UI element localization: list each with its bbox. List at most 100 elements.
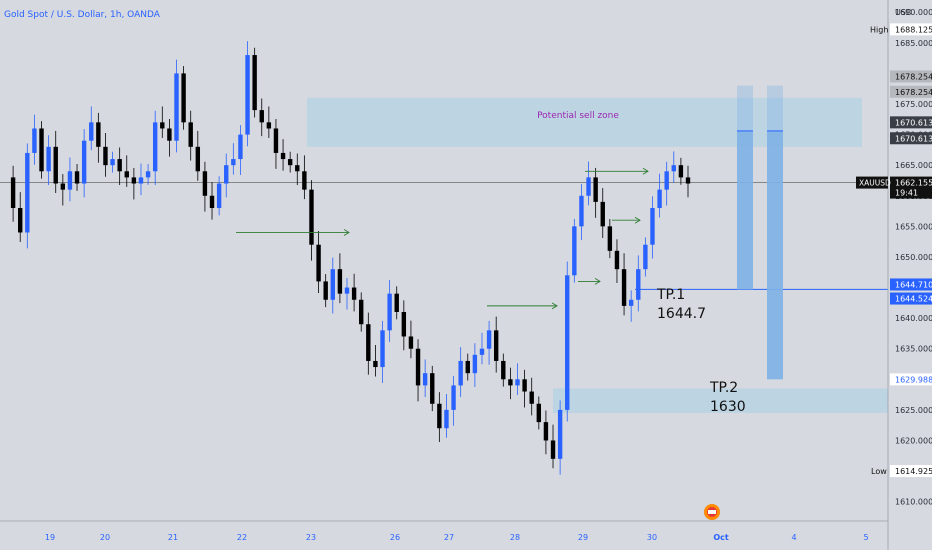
- candle: [373, 345, 378, 377]
- candle: [181, 66, 186, 130]
- candle: [408, 320, 414, 359]
- level-b-box-bg: [890, 85, 932, 98]
- arrow-annotation: [612, 216, 641, 224]
- level-b-box-text: 1678.254: [895, 88, 932, 97]
- candle: [422, 359, 428, 398]
- candle: [472, 343, 478, 387]
- candle: [316, 230, 321, 294]
- candle: [46, 135, 51, 186]
- candle: [351, 273, 357, 312]
- candle: [302, 155, 307, 200]
- zone-top-a-box-text: 1670.613: [895, 118, 932, 127]
- low-price-box-text: 1614.925: [895, 467, 932, 476]
- candle-body: [458, 360, 463, 386]
- candle-body: [593, 177, 598, 202]
- candle: [430, 365, 435, 412]
- candle-body: [330, 269, 335, 300]
- candle: [600, 188, 605, 238]
- candle-body: [152, 122, 158, 172]
- arrow-annotation: [487, 302, 558, 310]
- candle: [366, 312, 371, 375]
- arrow-head: [551, 302, 558, 310]
- candle-body: [437, 403, 442, 429]
- tp2-value: 1630: [710, 399, 746, 415]
- candle: [273, 118, 279, 169]
- x-tick: 29: [578, 533, 588, 542]
- arrow-head: [642, 167, 649, 175]
- candle-body: [174, 73, 179, 141]
- candle: [53, 130, 58, 194]
- candle: [529, 377, 534, 416]
- candle: [39, 121, 44, 179]
- candle: [678, 157, 684, 185]
- y-tick: 1665.000: [895, 161, 932, 170]
- symbol-box: XAUUSD: [856, 176, 891, 189]
- candle-body: [188, 122, 193, 147]
- y-tick: 1625.000: [895, 406, 932, 415]
- candle-body: [685, 177, 691, 184]
- candle: [167, 118, 172, 157]
- candle: [685, 165, 691, 198]
- candle-body: [266, 122, 272, 129]
- candle: [323, 274, 328, 308]
- candle-body: [245, 55, 250, 135]
- candle-body: [650, 208, 655, 245]
- candle: [152, 110, 158, 186]
- candle: [444, 393, 449, 438]
- candle-body: [401, 312, 407, 337]
- candle: [657, 173, 662, 218]
- high-price-box-bg: [890, 23, 932, 36]
- candle: [621, 253, 627, 316]
- candle-body: [628, 299, 634, 306]
- tp2-bar: [767, 130, 783, 380]
- x-tick: 21: [168, 533, 178, 542]
- candle-body: [422, 373, 428, 386]
- candle: [110, 151, 115, 173]
- arrow-annotation: [236, 229, 350, 236]
- candle-body: [671, 165, 676, 172]
- candle: [522, 369, 527, 408]
- candle-body: [415, 348, 421, 386]
- candle-body: [678, 165, 684, 178]
- candle-body: [643, 244, 648, 270]
- candle: [437, 392, 442, 442]
- tp1-b-box: 1644.524: [890, 292, 932, 305]
- candle: [557, 400, 563, 475]
- y-tick: 1685.000: [895, 39, 932, 48]
- candle: [451, 375, 456, 426]
- candle: [501, 353, 506, 387]
- candle: [337, 253, 343, 304]
- tp1-a-box-bg: [890, 278, 932, 291]
- candle-body: [216, 183, 222, 208]
- candle-body: [67, 171, 73, 190]
- tp2-box-text: 1629.988: [895, 375, 932, 384]
- candle: [394, 286, 399, 320]
- low-price-box-bg: [890, 465, 932, 478]
- high-label: High: [870, 25, 888, 34]
- candle: [103, 133, 108, 177]
- x-tick: 23: [306, 533, 316, 542]
- candle-body: [259, 110, 264, 123]
- candle-body: [550, 440, 556, 459]
- symbol-bg: [856, 176, 888, 189]
- candle-body: [522, 379, 527, 392]
- candle-body: [195, 146, 201, 172]
- chart-title: Gold Spot / U.S. Dollar, 1h, OANDA: [4, 10, 160, 20]
- candle: [145, 163, 151, 185]
- x-tick: 22: [237, 533, 247, 542]
- candle-body: [110, 159, 115, 166]
- candle: [81, 129, 87, 198]
- tp1-label: TP.1: [656, 287, 685, 303]
- candle-body: [572, 226, 577, 276]
- candle-body: [337, 269, 343, 294]
- candle-body: [636, 269, 641, 300]
- candle: [252, 47, 257, 118]
- support-zone: [553, 388, 888, 413]
- tp1-a-box: 1644.710: [890, 278, 932, 291]
- candle: [636, 255, 641, 312]
- candle-body: [117, 159, 122, 172]
- candle: [508, 367, 513, 400]
- candle-body: [81, 140, 87, 184]
